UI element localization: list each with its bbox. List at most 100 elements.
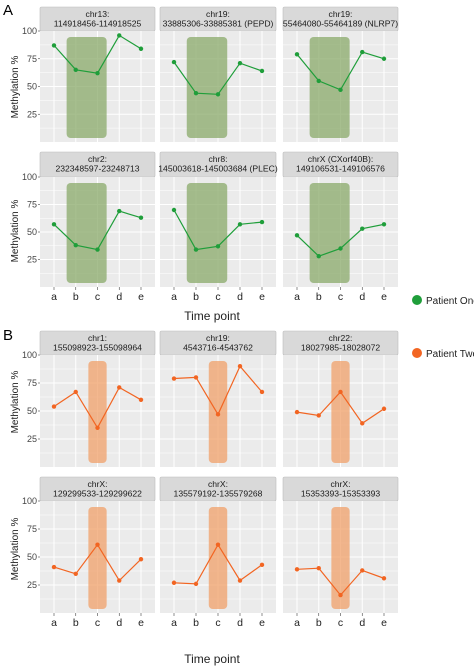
- facet-strip-label: chrX (CXorf40B):: [308, 154, 373, 164]
- data-point-e: [138, 397, 144, 402]
- data-point-d: [237, 60, 243, 66]
- data-point-a: [51, 564, 57, 570]
- x-tick-label: d: [237, 291, 243, 303]
- panel-label-b: B: [3, 327, 13, 344]
- data-point-e: [381, 56, 387, 61]
- data-point-d: [117, 578, 122, 583]
- x-tick-label: c: [95, 617, 100, 629]
- data-point-e: [259, 562, 265, 568]
- facet-strip-label: 18027985-18028072: [301, 343, 381, 353]
- x-tick-label: a: [294, 291, 300, 303]
- data-point-e: [138, 46, 144, 51]
- x-tick-label: a: [51, 291, 57, 303]
- x-tick-label: b: [316, 617, 322, 629]
- data-point-e: [138, 215, 144, 220]
- data-point-c: [215, 542, 221, 547]
- facet-a-6: chrX (CXorf40B):149106531-149106576 a b c d e: [282, 151, 399, 303]
- x-tick-label: d: [359, 291, 365, 303]
- facet-b-3: chr22:18027985-18028072: [282, 330, 399, 467]
- facet-strip-label: chr1:: [88, 333, 107, 343]
- facet-strip-label: 232348597-23248713: [55, 164, 139, 174]
- data-point-b: [316, 413, 321, 418]
- facet-strip-label: 33885306-33885381 (PEPD): [163, 19, 274, 29]
- highlight-band: [331, 361, 350, 463]
- facet-strip-label: 149106531-149106576: [296, 164, 385, 174]
- legend-label-patient-one: Patient One: [426, 296, 474, 307]
- panel-label-a: A: [3, 2, 13, 19]
- y-tick-label: 50: [27, 552, 37, 562]
- data-point-e: [381, 222, 387, 227]
- data-point-a: [294, 52, 300, 57]
- facet-a-3: chr19:55464080-55464189 (NLRP7): [282, 6, 399, 142]
- legend-marker-patient-one: [412, 295, 422, 305]
- facet-strip-label: chr8:: [208, 154, 227, 164]
- data-point-b: [73, 243, 78, 248]
- x-tick-label: b: [193, 617, 199, 629]
- data-point-b: [73, 67, 78, 73]
- y-tick-label: 100: [22, 350, 37, 360]
- data-point-b: [316, 78, 321, 84]
- x-tick-label: c: [215, 291, 220, 303]
- facet-strip-label: chrX:: [87, 479, 107, 489]
- highlight-band: [186, 183, 228, 283]
- facet-b-6: chrX:15353393-15353393 a b c d e: [282, 476, 399, 629]
- highlight-band: [309, 37, 350, 138]
- data-point-b: [316, 566, 321, 571]
- y-tick-label: 25: [27, 580, 37, 590]
- x-tick-label: a: [51, 617, 57, 629]
- data-point-b: [193, 90, 199, 96]
- data-point-e: [259, 68, 265, 74]
- data-point-e: [138, 557, 144, 562]
- facet-strip-label: chr19:: [206, 9, 230, 19]
- x-axis-title-b: Time point: [184, 652, 240, 666]
- x-tick-label: a: [171, 617, 177, 629]
- data-point-a: [171, 376, 177, 381]
- legend-marker-patient-two: [412, 348, 422, 358]
- data-point-b: [73, 571, 78, 576]
- legend-label-patient-two: Patient Two: [426, 349, 474, 360]
- x-tick-label: b: [316, 291, 322, 303]
- highlight-band: [66, 183, 107, 283]
- x-axis-title-a: Time point: [184, 309, 240, 323]
- facet-a-1: chr13:114918456-114918525 25 50 75 100: [22, 6, 156, 142]
- facet-strip-label: 129299533-129299622: [53, 489, 142, 499]
- facet-strip-label: 155098923-155098964: [53, 343, 142, 353]
- figure-labels: A B Methylation % Methylation % Methylat…: [3, 2, 474, 666]
- y-axis-title-a-bottom: Methylation %: [10, 199, 21, 262]
- highlight-band: [66, 37, 107, 138]
- x-tick-label: e: [259, 617, 265, 629]
- x-tick-label: d: [237, 617, 243, 629]
- facet-strip-label: 55464080-55464189 (NLRP7): [283, 19, 398, 29]
- x-tick-label: b: [73, 617, 79, 629]
- data-point-c: [215, 412, 221, 417]
- data-point-c: [338, 246, 343, 251]
- facet-b-1: chr1:155098923-155098964 25 50 75 100: [22, 330, 156, 467]
- data-point-d: [237, 364, 243, 369]
- y-tick-label: 75: [27, 200, 37, 210]
- facet-strip-label: 135579192-135579268: [174, 489, 263, 499]
- facet-strip-label: chr13:: [86, 9, 110, 19]
- facet-a-2: chr19:33885306-33885381 (PEPD): [159, 6, 277, 142]
- facet-strip-label: chrX:: [330, 479, 350, 489]
- x-tick-label: e: [138, 617, 144, 629]
- y-tick-label: 75: [27, 54, 37, 64]
- data-point-b: [193, 375, 199, 380]
- data-point-d: [117, 208, 122, 214]
- facet-a-5: chr8:145003618-145003684 (PLEC) a b c d e: [158, 151, 278, 303]
- highlight-band: [208, 361, 228, 463]
- data-point-a: [51, 404, 57, 409]
- data-point-a: [294, 567, 300, 572]
- y-tick-label: 25: [27, 255, 37, 265]
- facet-strip-label: 4543716-4543762: [183, 343, 253, 353]
- data-point-d: [117, 33, 122, 38]
- data-point-c: [95, 425, 100, 430]
- data-point-b: [193, 581, 199, 587]
- highlight-band: [331, 507, 350, 609]
- data-point-d: [237, 578, 243, 583]
- x-tick-label: c: [215, 617, 220, 629]
- data-point-a: [51, 43, 57, 48]
- facet-strip-label: 114918456-114918525: [54, 19, 142, 29]
- x-tick-label: c: [95, 291, 100, 303]
- x-tick-label: e: [259, 291, 265, 303]
- data-point-d: [237, 222, 243, 227]
